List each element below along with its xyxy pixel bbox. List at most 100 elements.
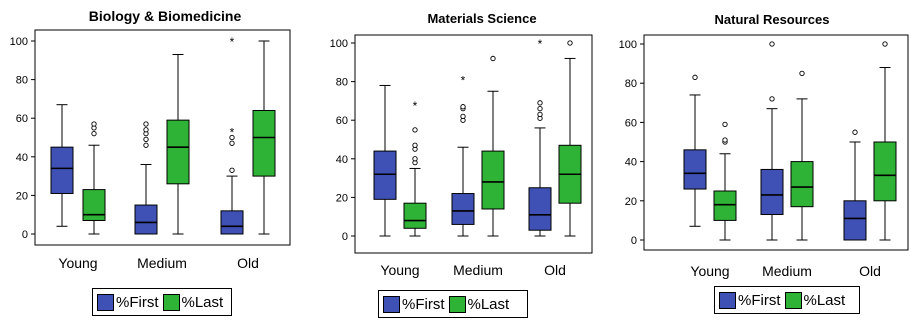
outlier-point: [567, 40, 573, 46]
y-tick-label: 20: [336, 192, 348, 204]
outlier-point: [91, 130, 97, 137]
chart-panel-natural-resources: Natural Resources 0 20 40 60 80 100 Young Mediu…: [610, 0, 911, 320]
legend-swatch-first: [719, 291, 736, 309]
chart-panel-biology: Biology & Biomedicine 0 20 40 60 80 100 Young M…: [0, 0, 300, 320]
boxplot-chart-natural-resources: Natural Resources 0 20 40 60 80 100 Young Mediu…: [619, 12, 909, 279]
outlier-point: [143, 121, 149, 127]
legend-label-last: %Last: [467, 295, 510, 313]
extreme-point: *: [230, 35, 235, 49]
boxplot-chart-materials: Materials Science 0 20 40 60 80 100 Young Mediu…: [330, 11, 593, 278]
outlier-point: [229, 134, 235, 141]
y-tick-label: 40: [336, 154, 348, 166]
legend-swatch-last: [448, 295, 466, 313]
y-tick-label: 100: [619, 39, 637, 51]
legend-label-first: %First: [402, 295, 445, 313]
outlier-point: [91, 121, 97, 127]
outlier-point: [537, 111, 543, 118]
x-category-label: Medium: [453, 262, 503, 278]
legend-swatch-last: [784, 291, 802, 309]
outlier-point: [143, 142, 149, 148]
box-iqr: [873, 141, 897, 202]
box-first-young: [683, 74, 707, 227]
box-iqr: [790, 161, 814, 208]
outlier-point: [799, 70, 805, 77]
box-iqr: [403, 202, 427, 229]
box-iqr: [451, 193, 475, 225]
plot-frame: [643, 34, 909, 251]
plot-frame: [34, 29, 291, 246]
box-first-medium: [134, 121, 158, 235]
x-category-label: Young: [380, 262, 419, 278]
box-iqr: [760, 168, 784, 216]
y-tick-label: 0: [631, 235, 637, 247]
box-first-old: **: [220, 35, 244, 235]
outlier-point: [722, 137, 728, 143]
y-tick-label: 20: [16, 190, 28, 202]
box-last-medium: [790, 70, 814, 241]
box-iqr: [220, 210, 244, 235]
outlier-point: [143, 136, 149, 143]
legend-label-last: %Last: [803, 291, 846, 309]
outlier-point: [537, 105, 543, 112]
box-last-medium: [481, 55, 505, 237]
legend-item-last: %Last: [784, 291, 846, 309]
legend-item-last: %Last: [448, 295, 510, 313]
outlier-point: [412, 156, 418, 162]
y-tick-label: 100: [10, 36, 28, 48]
box-first-young: [373, 84, 397, 237]
box-last-young: *: [403, 99, 427, 237]
plot-frame: [354, 34, 593, 254]
y-tick-label: 80: [336, 77, 348, 89]
chart-legend: %First %Last: [378, 290, 528, 318]
legend-label-last: %Last: [181, 293, 224, 311]
legend-item-last: %Last: [162, 293, 224, 311]
y-tick-label: 80: [625, 78, 637, 90]
box-iqr: [166, 119, 190, 185]
outlier-point: [769, 41, 775, 47]
x-category-label: Old: [544, 262, 566, 278]
chart-title: Materials Science: [427, 11, 536, 26]
y-tick-label: 60: [16, 113, 28, 125]
box-iqr: [713, 190, 737, 221]
y-tick-label: 20: [625, 196, 637, 208]
chart-title: Biology & Biomedicine: [89, 8, 242, 24]
box-iqr: [50, 146, 74, 194]
chart-legend: %First %Last: [92, 288, 232, 316]
box-last-old: [873, 41, 897, 241]
outlier-point: [537, 100, 543, 106]
box-iqr: [481, 150, 505, 210]
box-iqr: [134, 204, 158, 235]
box-iqr: [252, 109, 276, 177]
extreme-point: *: [413, 99, 418, 113]
chart-legend: %First %Last: [714, 286, 860, 314]
box-first-medium: [760, 41, 784, 241]
box-iqr: [683, 149, 707, 190]
box-iqr: [843, 200, 867, 241]
legend-item-first: %First: [719, 291, 781, 309]
outlier-point: [852, 129, 858, 135]
box-first-old: [843, 129, 867, 241]
box-iqr: [373, 150, 397, 200]
chart-panel-materials: Materials Science 0 20 40 60 80 100 Young Mediu…: [310, 0, 600, 320]
outlier-point: [722, 121, 728, 128]
box-iqr: [528, 187, 552, 231]
y-tick-label: 40: [625, 157, 637, 169]
box-first-old: *: [528, 37, 552, 237]
boxplot-chart-biology: Biology & Biomedicine 0 20 40 60 80 100 Young M…: [10, 8, 291, 271]
x-category-label: Young: [58, 255, 97, 271]
y-tick-label: 100: [330, 38, 348, 50]
outlier-point: [769, 96, 775, 102]
legend-label-first: %First: [116, 293, 159, 311]
outlier-point: [412, 127, 418, 133]
x-category-label: Old: [237, 255, 259, 271]
box-last-old: [252, 40, 276, 235]
legend-swatch-first: [97, 293, 114, 311]
y-tick-label: 40: [16, 152, 28, 164]
x-category-label: Medium: [137, 255, 187, 271]
outlier-point: [229, 167, 235, 173]
y-tick-label: 60: [336, 115, 348, 127]
legend-label-first: %First: [738, 291, 781, 309]
legend-swatch-first: [383, 295, 400, 313]
box-first-medium: *: [451, 74, 475, 237]
outlier-point: [143, 127, 149, 133]
